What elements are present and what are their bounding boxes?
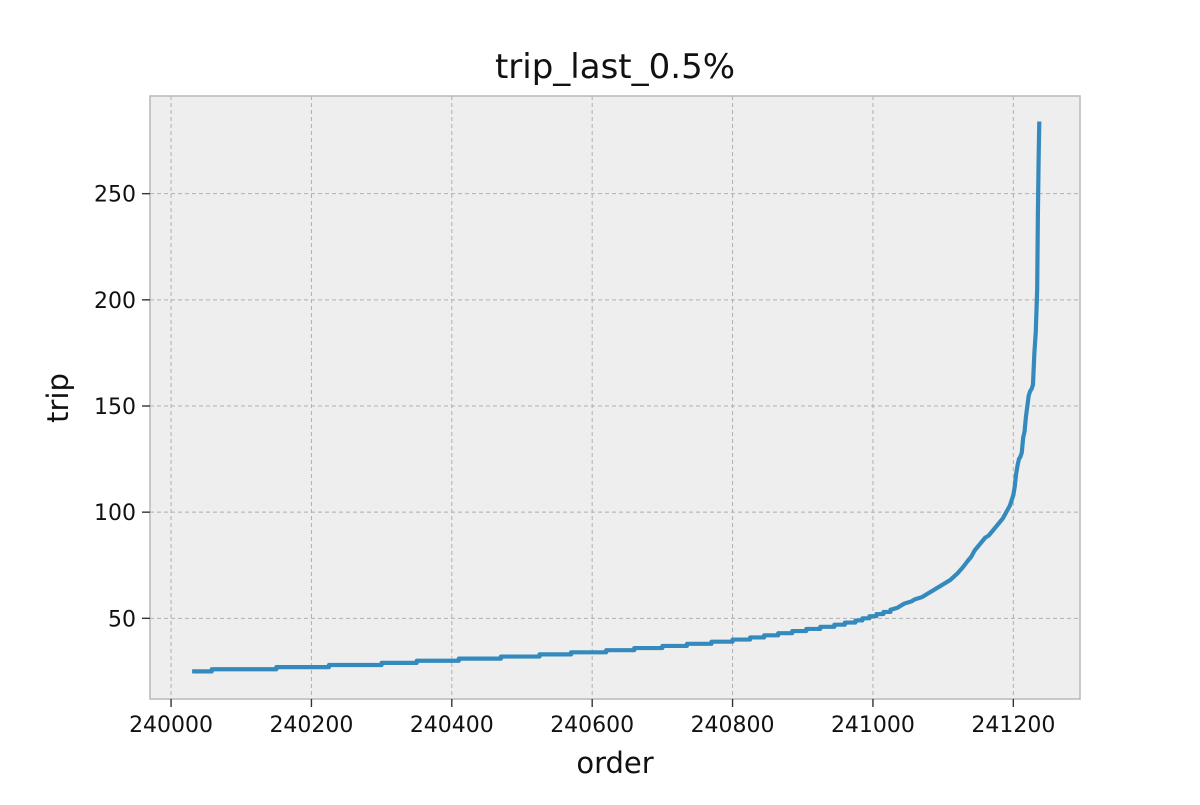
x-tick-label: 241000 — [831, 713, 915, 738]
y-tick-label: 200 — [94, 289, 136, 314]
y-tick-label: 150 — [94, 395, 136, 420]
x-tick-label: 240400 — [410, 713, 494, 738]
x-tick-label: 240800 — [691, 713, 775, 738]
y-tick-label: 250 — [94, 183, 136, 208]
x-tick-label: 240200 — [269, 713, 353, 738]
y-axis-label: trip — [41, 373, 75, 423]
x-tick-label: 240000 — [129, 713, 213, 738]
y-axis-ticks: 50 100 150 200 250 — [94, 183, 150, 632]
x-tick-label: 240600 — [550, 713, 634, 738]
x-axis-label: order — [576, 746, 653, 780]
series-layer — [192, 121, 1042, 674]
y-tick-label: 100 — [94, 501, 136, 526]
grid-lines — [150, 96, 1080, 699]
y-tick-label: 50 — [108, 607, 136, 632]
series-line-1 — [192, 121, 1042, 674]
x-axis-ticks: 240000 240200 240400 240600 240800 241000 2412… — [129, 699, 1055, 738]
plot-background — [150, 96, 1080, 699]
plot-frame — [149, 95, 1081, 700]
chart-title: trip_last_0.5% — [495, 47, 735, 87]
x-tick-label: 241200 — [971, 713, 1055, 738]
